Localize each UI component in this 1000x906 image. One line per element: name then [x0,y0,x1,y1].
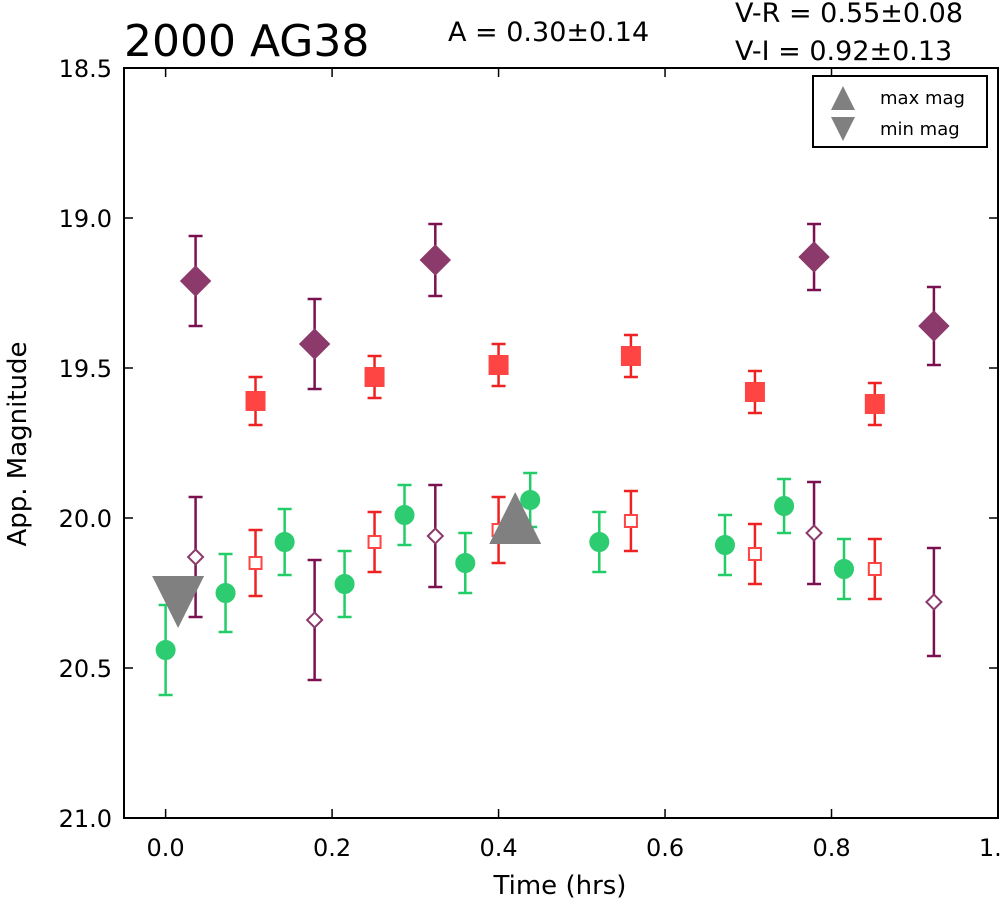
data-point [274,532,295,552]
data-point [834,559,855,579]
series-0 [155,471,855,697]
data-point [805,524,823,542]
v-r-color-annotation: V-R = 0.55±0.08 [735,0,963,29]
data-point [394,505,415,525]
y-tick-label: 18.5 [59,55,112,83]
x-tick-label: 0.6 [646,834,684,862]
data-point [918,310,950,342]
v-i-color-annotation: V-I = 0.92±0.13 [735,36,952,67]
series-3 [179,222,950,391]
data-point [520,490,541,510]
data-point [215,583,236,603]
y-tick-label: 20.5 [59,655,112,683]
y-tick-label: 19.5 [59,355,112,383]
y-tick-label: 20.0 [59,505,112,533]
data-point [426,527,445,545]
data-point [589,532,610,552]
series-4 [186,480,943,682]
data-point [179,265,212,297]
data-point [867,562,882,576]
data-point [186,548,205,566]
data-point [924,593,943,611]
data-point [623,514,638,528]
data-point [248,556,263,570]
data-point [455,553,476,573]
y-axis-label: App. Magnitude [3,341,33,546]
x-tick-label: 1.0 [979,834,1000,862]
x-tick-label: 0.0 [147,834,185,862]
series-2 [248,489,882,601]
legend-label: min mag [880,119,960,140]
legend-label: max mag [880,88,965,109]
x-tick-label: 0.2 [313,834,351,862]
data-point [364,367,385,387]
amplitude-annotation: A = 0.30±0.14 [448,17,649,48]
data-point [334,574,355,594]
max-mag-marker [489,492,542,544]
plot-frame [123,67,999,819]
data-point [864,394,885,414]
data-point [419,244,452,276]
data-point [744,382,765,402]
data-point [714,535,735,555]
series-1 [245,333,885,427]
legend-box [812,75,988,148]
x-tick-label: 0.4 [479,834,517,862]
x-axis-label: Time (hrs) [493,871,627,901]
data-point [298,328,331,360]
data-point [155,640,176,660]
data-point [245,391,266,411]
data-point [488,355,509,375]
data-point [798,241,830,273]
legend-min-mag-icon [831,117,855,141]
data-point [774,496,795,516]
y-tick-label: 19.0 [59,205,112,233]
min-mag-marker [152,576,205,628]
chart-title: 2000 AG38 [124,16,369,67]
y-tick-label: 21.0 [59,805,112,833]
data-point [747,547,762,561]
x-tick-label: 0.8 [812,834,850,862]
data-point [305,611,324,629]
data-point [620,346,641,366]
legend-max-mag-icon [831,86,855,110]
data-point [367,535,382,549]
